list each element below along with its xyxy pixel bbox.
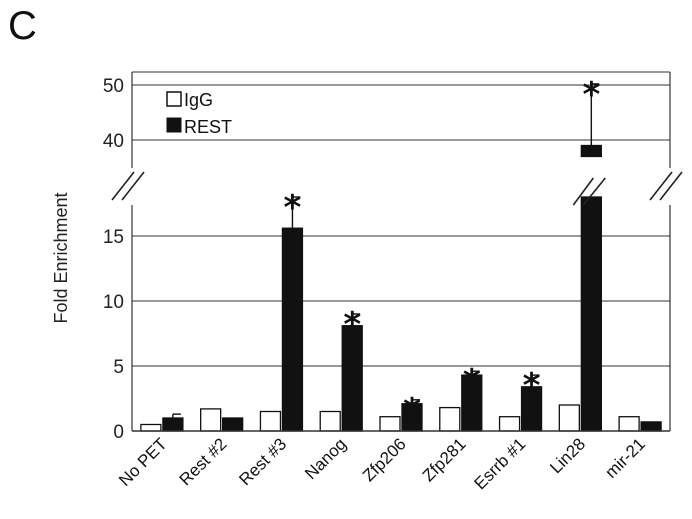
bar-igg: [379, 416, 401, 432]
x-tick-label: mir-21: [601, 434, 648, 481]
axis-break-left: [121, 171, 145, 201]
y-tick-label: 5: [113, 357, 124, 378]
legend-swatch-igg: [166, 91, 182, 107]
bar-igg: [319, 410, 341, 432]
legend-label-igg: IgG: [184, 90, 213, 110]
bar-igg: [498, 416, 521, 432]
significance-star: *: [523, 366, 541, 406]
legend-label-rest: REST: [184, 117, 232, 137]
bar-rest-lower: [580, 196, 602, 432]
y-tick-label: 15: [103, 227, 124, 248]
bar-igg: [200, 408, 222, 432]
bar-rest: [222, 417, 244, 432]
bar-rest: [281, 227, 304, 432]
significance-star: *: [582, 75, 600, 115]
legend-swatch-rest: [166, 117, 182, 133]
significance-star: *: [403, 391, 421, 431]
bars: [140, 83, 662, 432]
bar-igg: [558, 404, 580, 432]
bar-rest: [162, 417, 184, 432]
x-tick-label: Nanog: [301, 434, 350, 483]
x-tick-label: Esrrb #1: [471, 434, 530, 493]
axis-break-left: [111, 171, 135, 201]
y-tick-label: 0: [113, 422, 124, 443]
panel-letter: C: [8, 4, 37, 48]
axis-break-right: [659, 171, 683, 201]
bar-igg: [618, 416, 640, 432]
significance-star: *: [463, 362, 481, 402]
x-tick-label: Rest #3: [235, 434, 290, 489]
axes: [111, 71, 683, 432]
x-tick-label: Rest #2: [176, 434, 231, 489]
bar-igg: [140, 423, 162, 432]
significance-star: *: [343, 305, 361, 345]
bar-rest: [640, 421, 662, 432]
y-axis-label: Fold Enrichment: [51, 192, 71, 323]
x-tick-label: Lin28: [546, 434, 589, 477]
bar-igg: [439, 406, 461, 432]
y-tick-label: 10: [103, 292, 124, 313]
bar-break-mark: [582, 177, 606, 206]
bar-igg: [259, 410, 282, 432]
legend: IgG REST: [166, 90, 232, 137]
y-tick-label: 40: [103, 131, 124, 152]
bar-rest-upper: [580, 144, 602, 158]
significance-star: *: [284, 188, 302, 228]
x-tick-label: Zfp206: [359, 434, 410, 485]
x-tick-label: Zfp281: [419, 434, 470, 485]
y-tick-label: 50: [103, 76, 124, 97]
axis-break-right: [649, 171, 673, 201]
bar-break-mark: [572, 177, 594, 206]
